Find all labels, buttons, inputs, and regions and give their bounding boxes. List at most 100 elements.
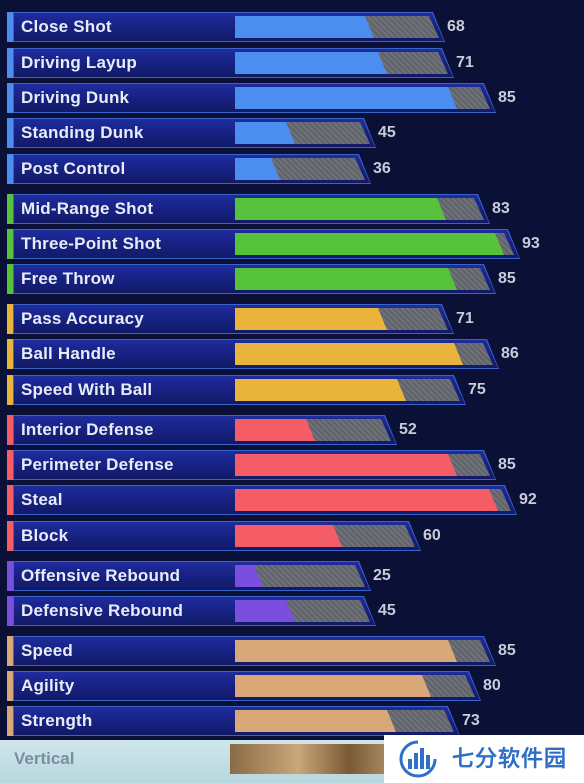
attribute-row-post-control: Post Control 36 — [0, 154, 415, 184]
attribute-bar-fill — [235, 308, 387, 330]
attribute-row-driving-dunk: Driving Dunk 85 — [0, 83, 540, 113]
category-accent — [7, 521, 13, 551]
attribute-label: Defensive Rebound — [21, 601, 184, 620]
attribute-value: 71 — [456, 310, 474, 327]
attribute-value: 86 — [501, 345, 519, 362]
attribute-row-offensive-rebound: Offensive Rebound 25 — [0, 561, 415, 591]
bar-chart-icon — [399, 740, 437, 778]
attribute-value: 85 — [498, 642, 516, 659]
attribute-bar-fill — [235, 122, 295, 144]
attribute-row-pass-accuracy: Pass Accuracy 71 — [0, 304, 498, 334]
attribute-label: Close Shot — [21, 17, 112, 36]
attribute-label: Perimeter Defense — [21, 455, 174, 474]
attribute-bar-fill — [235, 525, 342, 547]
attribute-value: 60 — [423, 527, 441, 544]
attribute-row-three-point-shot: Three-Point Shot 93 — [0, 229, 564, 259]
category-accent — [7, 229, 13, 259]
attribute-label: Mid-Range Shot — [21, 199, 154, 218]
attribute-label: Steal — [21, 490, 63, 509]
attribute-value: 85 — [498, 89, 516, 106]
attribute-label: Offensive Rebound — [21, 566, 181, 585]
attribute-bar-fill — [235, 710, 396, 732]
attribute-value: 45 — [378, 602, 396, 619]
attribute-row-ball-handle: Ball Handle 86 — [0, 339, 543, 369]
category-accent — [7, 375, 13, 405]
attribute-label: Three-Point Shot — [21, 234, 162, 253]
attribute-row-steal: Steal 92 — [0, 485, 561, 515]
attribute-label: Agility — [21, 676, 75, 695]
category-accent — [7, 706, 13, 736]
attribute-row-defensive-rebound: Defensive Rebound 45 — [0, 596, 420, 626]
attribute-label: Standing Dunk — [21, 123, 144, 142]
attribute-value: 85 — [498, 456, 516, 473]
attribute-value: 71 — [456, 54, 474, 71]
attribute-row-block: Block 60 — [0, 521, 465, 551]
attribute-row-speed: Speed 85 — [0, 636, 540, 666]
attribute-value: 75 — [468, 381, 486, 398]
attribute-row-agility: Agility 80 — [0, 671, 525, 701]
attribute-bar-fill — [235, 158, 280, 180]
attribute-bar-fill — [235, 640, 457, 662]
attribute-label: Speed — [21, 641, 74, 660]
attribute-row-perimeter-defense: Perimeter Defense 85 — [0, 450, 540, 480]
category-accent — [7, 12, 13, 42]
attribute-value: 52 — [399, 421, 417, 438]
attribute-label: Speed With Ball — [21, 380, 153, 399]
attribute-value: 92 — [519, 491, 537, 508]
attribute-bar-fill — [235, 87, 457, 109]
category-accent — [7, 485, 13, 515]
category-accent — [7, 671, 13, 701]
attribute-bar-fill — [235, 16, 374, 38]
category-accent — [7, 450, 13, 480]
attribute-value: 45 — [378, 124, 396, 141]
attribute-label: Driving Dunk — [21, 88, 130, 107]
category-accent — [7, 194, 13, 224]
category-accent — [7, 118, 13, 148]
attribute-row-standing-dunk: Standing Dunk 45 — [0, 118, 420, 148]
category-accent — [7, 339, 13, 369]
vertical-bar — [230, 744, 400, 774]
category-accent — [7, 415, 13, 445]
attribute-label: Free Throw — [21, 269, 115, 288]
attribute-row-close-shot: Close Shot 68 — [0, 12, 489, 42]
attribute-bar-fill — [235, 565, 263, 587]
attribute-label: Interior Defense — [21, 420, 154, 439]
attribute-value: 83 — [492, 200, 510, 217]
attribute-value: 25 — [373, 567, 391, 584]
category-accent — [7, 48, 13, 78]
attribute-bar-track — [235, 565, 365, 587]
attribute-bar-fill — [235, 489, 498, 511]
attribute-bar-fill — [235, 268, 457, 290]
attribute-value: 36 — [373, 160, 391, 177]
attribute-row-speed-with-ball: Speed With Ball 75 — [0, 375, 510, 405]
attribute-label: Block — [21, 526, 69, 545]
attribute-row-free-throw: Free Throw 85 — [0, 264, 540, 294]
attribute-row-driving-layup: Driving Layup 71 — [0, 48, 498, 78]
attribute-row-mid-range-shot: Mid-Range Shot 83 — [0, 194, 534, 224]
attribute-bar-fill — [235, 419, 315, 441]
category-accent — [7, 636, 13, 666]
attribute-row-strength: Strength 73 — [0, 706, 504, 736]
attribute-label: Ball Handle — [21, 344, 116, 363]
category-accent — [7, 304, 13, 334]
watermark: 七分软件园 — [384, 735, 584, 783]
attribute-bar-fill — [235, 233, 504, 255]
attribute-value: 68 — [447, 18, 465, 35]
attribute-label-vertical: Vertical — [14, 749, 75, 768]
attribute-label: Post Control — [21, 159, 126, 178]
attribute-bar-fill — [235, 52, 387, 74]
attribute-bar-fill — [235, 198, 446, 220]
attribute-bar-fill — [235, 675, 431, 697]
watermark-text: 七分软件园 — [452, 746, 568, 771]
attribute-row-interior-defense: Interior Defense 52 — [0, 415, 441, 445]
attribute-value: 73 — [462, 712, 480, 729]
attribute-label: Strength — [21, 711, 93, 730]
attribute-bar-fill — [235, 379, 406, 401]
category-accent — [7, 561, 13, 591]
attribute-label: Driving Layup — [21, 53, 137, 72]
attribute-value: 93 — [522, 235, 540, 252]
attribute-bar-fill — [235, 600, 295, 622]
attribute-bar-fill — [235, 454, 457, 476]
attribute-value: 85 — [498, 270, 516, 287]
